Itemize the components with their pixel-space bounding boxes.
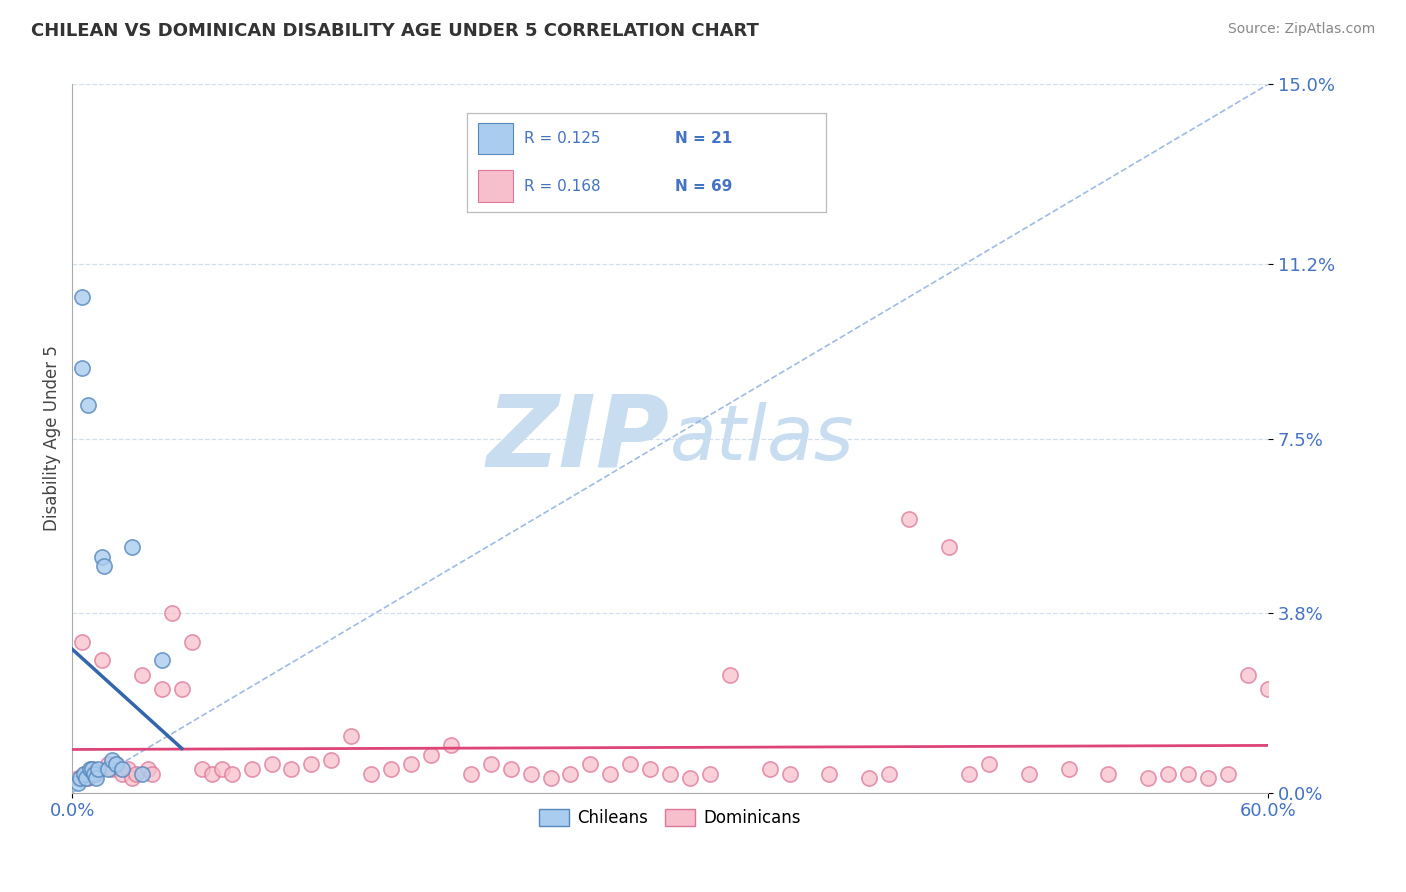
Point bbox=[117, 762, 139, 776]
Point bbox=[70, 290, 93, 304]
Point bbox=[77, 399, 100, 413]
Point bbox=[101, 753, 124, 767]
Point bbox=[83, 766, 105, 780]
Point bbox=[280, 762, 302, 776]
Point bbox=[758, 762, 780, 776]
Text: ZIP: ZIP bbox=[486, 390, 671, 487]
Point bbox=[73, 766, 96, 780]
Point bbox=[858, 772, 880, 786]
Point bbox=[779, 766, 801, 780]
Point bbox=[360, 766, 382, 780]
Point bbox=[84, 766, 107, 780]
Point bbox=[818, 766, 841, 780]
Point bbox=[121, 772, 143, 786]
Point bbox=[91, 653, 114, 667]
Point bbox=[1197, 772, 1219, 786]
Text: atlas: atlas bbox=[671, 401, 855, 475]
Point bbox=[82, 762, 104, 776]
Text: CHILEAN VS DOMINICAN DISABILITY AGE UNDER 5 CORRELATION CHART: CHILEAN VS DOMINICAN DISABILITY AGE UNDE… bbox=[31, 22, 759, 40]
Point bbox=[399, 757, 422, 772]
Point bbox=[1018, 766, 1040, 780]
Point bbox=[619, 757, 641, 772]
Point bbox=[440, 739, 463, 753]
Point bbox=[121, 540, 143, 554]
Point bbox=[70, 634, 93, 648]
Point bbox=[131, 667, 153, 681]
Point bbox=[679, 772, 702, 786]
Point bbox=[321, 753, 343, 767]
Point bbox=[638, 762, 661, 776]
Point bbox=[69, 772, 91, 786]
Point bbox=[75, 772, 97, 786]
Point bbox=[84, 772, 107, 786]
Point bbox=[67, 772, 90, 786]
Point bbox=[1177, 766, 1199, 780]
Point bbox=[599, 766, 621, 780]
Point bbox=[479, 757, 502, 772]
Point bbox=[111, 766, 134, 780]
Point bbox=[170, 681, 193, 696]
Point bbox=[299, 757, 322, 772]
Point bbox=[77, 772, 100, 786]
Text: Source: ZipAtlas.com: Source: ZipAtlas.com bbox=[1227, 22, 1375, 37]
Point bbox=[1237, 667, 1260, 681]
Point bbox=[105, 757, 128, 772]
Point bbox=[150, 681, 173, 696]
Point bbox=[579, 757, 602, 772]
Point bbox=[260, 757, 283, 772]
Point bbox=[898, 512, 921, 526]
Point bbox=[87, 762, 110, 776]
Point bbox=[211, 762, 233, 776]
Point bbox=[73, 766, 96, 780]
Point bbox=[67, 776, 90, 790]
Point bbox=[97, 757, 120, 772]
Point bbox=[718, 667, 741, 681]
Point bbox=[519, 766, 541, 780]
Point bbox=[1216, 766, 1239, 780]
Point bbox=[97, 762, 120, 776]
Legend: Chileans, Dominicans: Chileans, Dominicans bbox=[533, 803, 807, 834]
Point bbox=[1257, 681, 1279, 696]
Point bbox=[957, 766, 980, 780]
Point bbox=[105, 757, 128, 772]
Point bbox=[380, 762, 402, 776]
Point bbox=[877, 766, 900, 780]
Point bbox=[1157, 766, 1180, 780]
Point bbox=[938, 540, 960, 554]
Y-axis label: Disability Age Under 5: Disability Age Under 5 bbox=[44, 345, 60, 532]
Point bbox=[977, 757, 1000, 772]
Point bbox=[141, 766, 163, 780]
Point bbox=[221, 766, 243, 780]
Point bbox=[659, 766, 682, 780]
Point bbox=[79, 762, 101, 776]
Point bbox=[136, 762, 159, 776]
Point bbox=[191, 762, 214, 776]
Point bbox=[460, 766, 482, 780]
Point bbox=[1057, 762, 1080, 776]
Point bbox=[560, 766, 582, 780]
Point bbox=[91, 549, 114, 564]
Point bbox=[150, 653, 173, 667]
Point bbox=[499, 762, 522, 776]
Point bbox=[540, 772, 562, 786]
Point bbox=[699, 766, 721, 780]
Point bbox=[125, 766, 148, 780]
Point bbox=[111, 762, 134, 776]
Point bbox=[131, 766, 153, 780]
Point bbox=[201, 766, 224, 780]
Point bbox=[180, 634, 202, 648]
Point bbox=[1097, 766, 1119, 780]
Point bbox=[70, 360, 93, 375]
Point bbox=[1137, 772, 1160, 786]
Point bbox=[93, 559, 115, 574]
Point bbox=[240, 762, 263, 776]
Point bbox=[340, 729, 363, 743]
Point bbox=[82, 762, 104, 776]
Point bbox=[419, 747, 441, 762]
Point bbox=[160, 606, 183, 620]
Point bbox=[101, 762, 124, 776]
